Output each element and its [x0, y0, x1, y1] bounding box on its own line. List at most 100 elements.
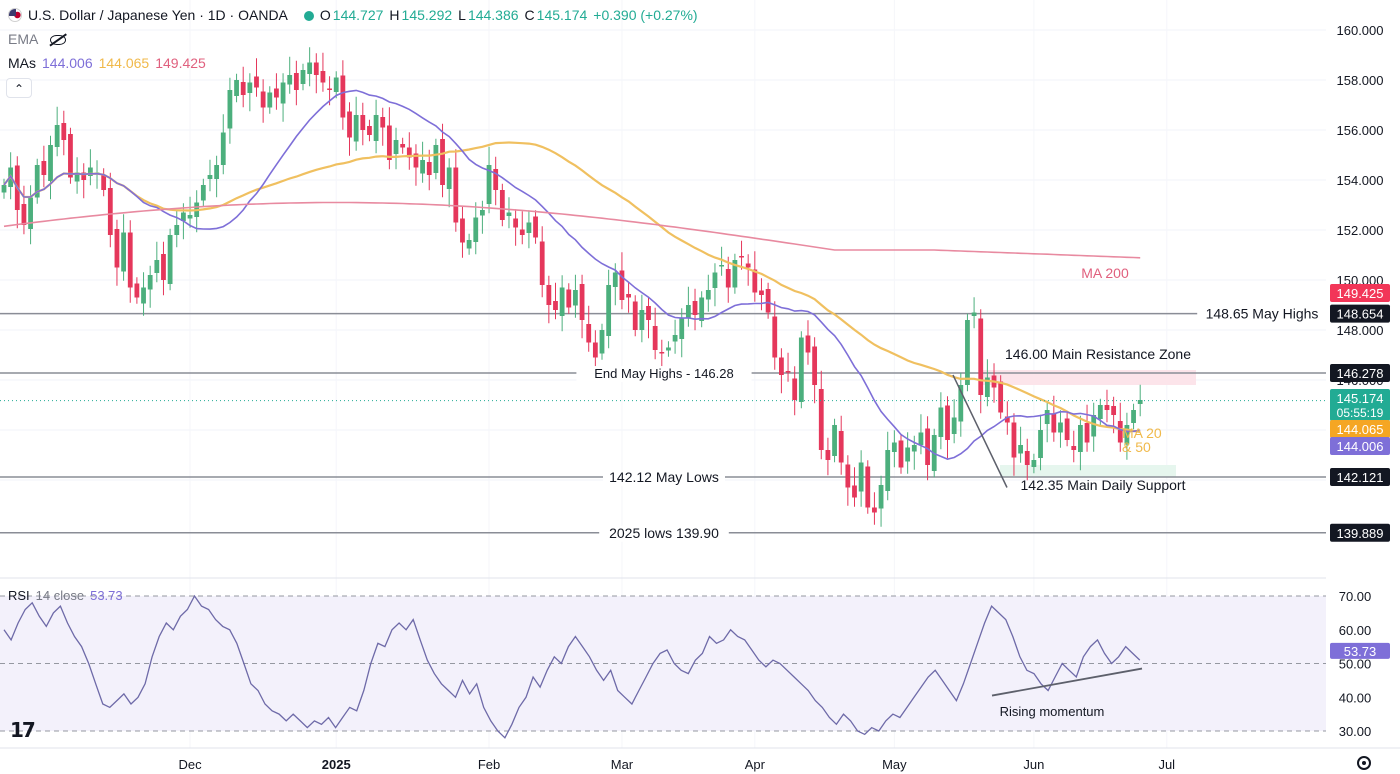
- candle[interactable]: [14, 156, 20, 229]
- candle[interactable]: [918, 414, 924, 455]
- candle[interactable]: [486, 146, 492, 214]
- rsi-legend[interactable]: RSI 14 close 53.73: [8, 587, 129, 605]
- ma-legend[interactable]: MAs 144.006 144.065 149.425: [8, 54, 212, 72]
- candle[interactable]: [845, 455, 851, 506]
- candle[interactable]: [307, 47, 313, 87]
- candle[interactable]: [566, 283, 572, 314]
- candle[interactable]: [360, 102, 366, 146]
- ema-legend[interactable]: EMA: [8, 30, 72, 48]
- candle[interactable]: [393, 127, 399, 170]
- candle[interactable]: [420, 141, 425, 183]
- candle[interactable]: [48, 135, 53, 200]
- candle[interactable]: [121, 214, 126, 281]
- candle[interactable]: [107, 172, 113, 248]
- candle[interactable]: [87, 149, 93, 186]
- candle[interactable]: [234, 73, 239, 103]
- candle[interactable]: [1038, 414, 1043, 471]
- candle[interactable]: [666, 341, 671, 357]
- candle[interactable]: [898, 434, 904, 474]
- candle[interactable]: [214, 155, 220, 198]
- candle[interactable]: [619, 252, 625, 310]
- candle[interactable]: [313, 53, 319, 94]
- candle[interactable]: [911, 435, 917, 470]
- candle[interactable]: [938, 392, 944, 450]
- candle[interactable]: [832, 418, 837, 463]
- candle[interactable]: [21, 185, 27, 235]
- candle[interactable]: [672, 319, 678, 354]
- candle[interactable]: [971, 297, 977, 329]
- candle[interactable]: [161, 241, 166, 296]
- candle[interactable]: [679, 308, 685, 358]
- candle[interactable]: [68, 127, 73, 184]
- candle[interactable]: [413, 144, 419, 186]
- candle[interactable]: [685, 286, 691, 327]
- candle[interactable]: [546, 275, 552, 324]
- candle[interactable]: [692, 288, 698, 331]
- candle[interactable]: [639, 294, 645, 343]
- candle[interactable]: [333, 71, 339, 99]
- candle[interactable]: [885, 431, 891, 501]
- candle[interactable]: [81, 163, 87, 199]
- eye-hidden-icon[interactable]: [50, 35, 67, 45]
- candle[interactable]: [207, 159, 213, 192]
- ema-label[interactable]: EMA: [8, 31, 39, 47]
- candle[interactable]: [167, 228, 173, 291]
- candle[interactable]: [320, 52, 326, 92]
- candle[interactable]: [792, 366, 798, 416]
- candle[interactable]: [1031, 453, 1037, 474]
- candle[interactable]: [838, 415, 844, 475]
- candle[interactable]: [1044, 400, 1050, 443]
- candle[interactable]: [772, 301, 778, 370]
- candle[interactable]: [134, 277, 140, 304]
- candle[interactable]: [712, 263, 718, 307]
- candle[interactable]: [1051, 395, 1057, 442]
- candle[interactable]: [599, 323, 605, 360]
- candle[interactable]: [41, 145, 47, 188]
- candle[interactable]: [466, 233, 472, 255]
- candle[interactable]: [373, 99, 379, 154]
- candle[interactable]: [539, 226, 545, 298]
- candle[interactable]: [353, 96, 359, 151]
- candle[interactable]: [141, 272, 146, 316]
- candle[interactable]: [433, 138, 439, 180]
- candle[interactable]: [147, 265, 153, 308]
- candle[interactable]: [705, 274, 711, 312]
- candle[interactable]: [818, 370, 824, 460]
- candle[interactable]: [187, 196, 193, 228]
- candle[interactable]: [267, 86, 273, 114]
- candle[interactable]: [300, 63, 306, 91]
- candle[interactable]: [347, 102, 352, 156]
- candle[interactable]: [785, 352, 791, 382]
- candle[interactable]: [287, 56, 293, 94]
- candle[interactable]: [174, 209, 180, 248]
- candle[interactable]: [28, 185, 33, 245]
- candle[interactable]: [526, 210, 532, 249]
- candle[interactable]: [34, 158, 40, 204]
- candle[interactable]: [646, 296, 651, 339]
- candle[interactable]: [1104, 389, 1110, 423]
- candle[interactable]: [1131, 403, 1136, 430]
- candle[interactable]: [632, 295, 638, 337]
- candle[interactable]: [1071, 430, 1077, 463]
- candle[interactable]: [200, 178, 206, 207]
- candle[interactable]: [765, 282, 771, 319]
- candle[interactable]: [406, 132, 412, 170]
- candle[interactable]: [1018, 426, 1023, 463]
- candle[interactable]: [991, 363, 997, 403]
- candle[interactable]: [386, 107, 392, 170]
- candle[interactable]: [978, 309, 984, 414]
- candle[interactable]: [579, 274, 585, 339]
- symbol-title[interactable]: U.S. Dollar / Japanese Yen · 1D · OANDA: [28, 7, 288, 23]
- candle[interactable]: [872, 492, 877, 525]
- candle[interactable]: [852, 467, 857, 507]
- candle[interactable]: [1117, 402, 1123, 452]
- candle[interactable]: [759, 278, 764, 311]
- candle[interactable]: [825, 437, 831, 476]
- candle[interactable]: [1, 178, 7, 199]
- candle[interactable]: [1078, 415, 1083, 471]
- candle[interactable]: [858, 450, 864, 507]
- candle[interactable]: [805, 320, 811, 365]
- candle[interactable]: [732, 253, 738, 294]
- candle[interactable]: [499, 183, 505, 227]
